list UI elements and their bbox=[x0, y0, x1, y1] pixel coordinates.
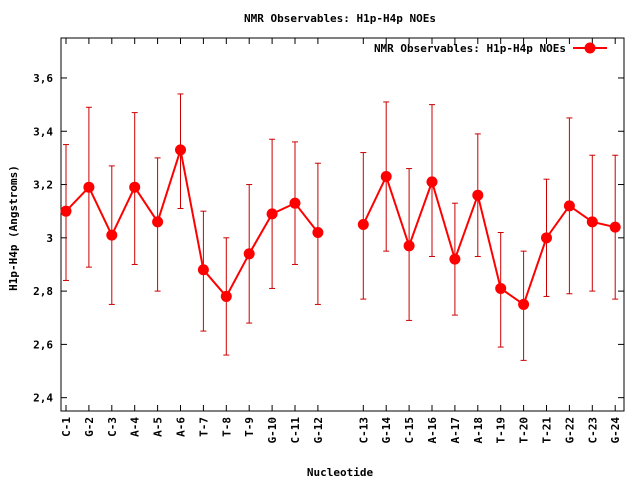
data-point bbox=[83, 181, 95, 193]
data-point bbox=[220, 290, 232, 302]
data-point bbox=[60, 205, 72, 217]
y-tick-label: 2,4 bbox=[33, 392, 53, 405]
data-point bbox=[289, 197, 301, 209]
data-point bbox=[266, 208, 278, 220]
data-point bbox=[563, 200, 575, 212]
x-tick-label: T-20 bbox=[518, 417, 531, 444]
data-markers bbox=[60, 144, 621, 310]
y-tick-label: 2,8 bbox=[33, 285, 53, 298]
y-tick-label: 3,6 bbox=[33, 72, 53, 85]
data-point bbox=[495, 282, 507, 294]
x-tick-label: T-8 bbox=[220, 417, 233, 437]
x-tick-label: G-12 bbox=[312, 417, 325, 444]
data-point bbox=[518, 298, 530, 310]
data-point bbox=[426, 176, 438, 188]
x-tick-label: T-19 bbox=[495, 417, 508, 444]
x-tick-label: A-18 bbox=[472, 417, 485, 444]
x-tick-label: C-3 bbox=[106, 417, 119, 437]
plot-frame bbox=[60, 37, 625, 412]
data-point bbox=[403, 240, 415, 252]
data-point bbox=[586, 216, 598, 228]
x-tick-label: C-13 bbox=[357, 417, 370, 444]
x-tick-label: C-15 bbox=[403, 417, 416, 444]
x-tick-label: G-24 bbox=[609, 417, 622, 444]
x-tick-label: T-9 bbox=[243, 417, 256, 437]
data-point bbox=[312, 226, 324, 238]
x-tick-label: G-14 bbox=[380, 417, 393, 444]
data-point bbox=[541, 232, 552, 244]
x-tick-label: A-16 bbox=[426, 417, 439, 444]
data-point bbox=[449, 253, 461, 265]
data-point bbox=[243, 248, 255, 260]
chart-title: NMR Observables: H1p-H4p NOEs bbox=[244, 12, 436, 25]
data-point bbox=[152, 216, 164, 228]
x-tick-label: A-5 bbox=[152, 417, 165, 437]
data-point bbox=[175, 144, 186, 156]
series-lines bbox=[65, 149, 616, 307]
data-point bbox=[380, 171, 392, 183]
x-tick-label: A-6 bbox=[175, 417, 188, 437]
y-tick-label: 3 bbox=[46, 232, 53, 245]
data-point bbox=[129, 181, 141, 193]
legend-marker bbox=[584, 42, 596, 54]
data-point bbox=[357, 219, 369, 230]
y-tick-label: 3,2 bbox=[33, 179, 53, 192]
y-axis-label: H1p-H4p (Angstroms) bbox=[7, 165, 20, 291]
y-tick-label: 2,6 bbox=[33, 338, 53, 351]
x-tick-label: G-2 bbox=[83, 417, 96, 437]
x-axis-label: Nucleotide bbox=[307, 466, 374, 479]
data-point bbox=[106, 229, 118, 241]
x-tick-label: A-17 bbox=[449, 417, 462, 444]
x-tick-label: G-22 bbox=[563, 417, 576, 444]
data-point bbox=[609, 221, 621, 233]
x-tick-label: T-21 bbox=[541, 417, 554, 444]
x-tick-label: A-4 bbox=[129, 417, 142, 437]
series-line bbox=[65, 149, 319, 299]
series-line bbox=[362, 173, 616, 307]
legend: NMR Observables: H1p-H4p NOEs bbox=[374, 42, 607, 55]
x-tick-label: G-10 bbox=[266, 417, 279, 444]
data-point bbox=[472, 189, 484, 201]
legend-label: NMR Observables: H1p-H4p NOEs bbox=[374, 42, 566, 55]
data-point bbox=[197, 264, 209, 276]
axes: 2,4 2,6 2,8 3 3,2 3,4 3,6 C-1 G-2 C-3 A-4 A-5 A-6 T-7… bbox=[33, 37, 625, 444]
x-tick-label: T-7 bbox=[197, 417, 210, 437]
y-tick-label: 3,4 bbox=[33, 125, 53, 138]
error-bars bbox=[63, 93, 619, 361]
x-tick-label: C-11 bbox=[289, 417, 302, 444]
x-tick-label: C-23 bbox=[586, 417, 599, 444]
x-tick-label: C-1 bbox=[60, 417, 73, 437]
